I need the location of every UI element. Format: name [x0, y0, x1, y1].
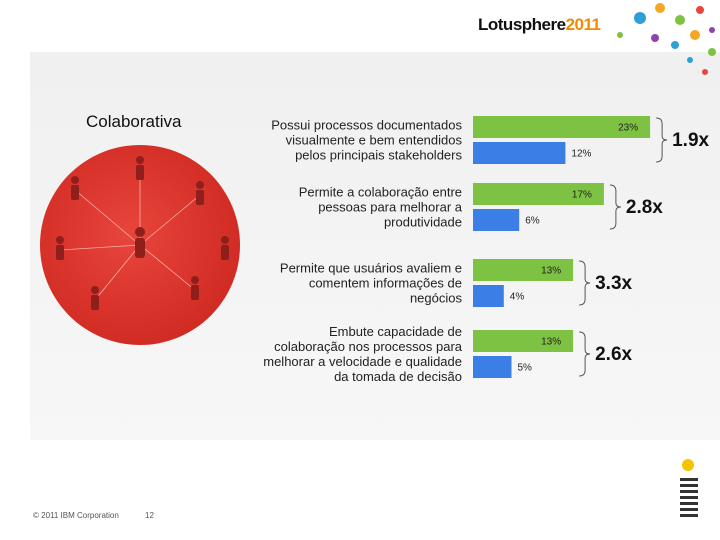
heading: Colaborativa — [86, 112, 182, 131]
bar — [473, 142, 566, 164]
value-label: 5% — [518, 363, 533, 374]
logo: Lotusphere2011 — [478, 15, 600, 34]
multiplier: 2.8x — [626, 197, 663, 218]
category-label: Permite que usuários avaliem e comentem … — [279, 260, 462, 306]
copyright: © 2011 IBM Corporation — [33, 511, 119, 520]
bar — [473, 356, 512, 378]
brace — [609, 184, 621, 230]
bar — [473, 209, 520, 231]
bar — [473, 116, 651, 138]
value-label: 23% — [618, 123, 638, 134]
value-label: 6% — [525, 216, 540, 227]
category-label: Possui processos documentados visualment… — [271, 117, 462, 163]
logo-dots — [617, 3, 716, 75]
brace — [656, 117, 668, 163]
bar — [473, 285, 504, 307]
page-number: 12 — [145, 511, 154, 520]
people-illustration — [40, 145, 240, 345]
bar — [473, 330, 574, 352]
value-label: 4% — [510, 292, 525, 303]
brace — [579, 260, 591, 306]
multiplier: 1.9x — [672, 130, 709, 151]
value-label: 12% — [571, 149, 591, 160]
category-label: Embute capacidade de colaboração nos pro… — [263, 324, 462, 384]
logo-year: 2011 — [566, 15, 601, 34]
brace — [579, 331, 591, 377]
bar — [473, 183, 604, 205]
multiplier: 2.6x — [595, 344, 632, 365]
multiplier: 3.3x — [595, 273, 632, 294]
category-label: Permite a colaboração entre pessoas para… — [298, 184, 462, 230]
logo-name: Lotusphere — [478, 15, 566, 34]
value-label: 13% — [541, 266, 561, 277]
value-label: 13% — [541, 337, 561, 348]
ibm-logo — [680, 459, 698, 517]
bar — [473, 259, 574, 281]
value-label: 17% — [572, 190, 592, 201]
